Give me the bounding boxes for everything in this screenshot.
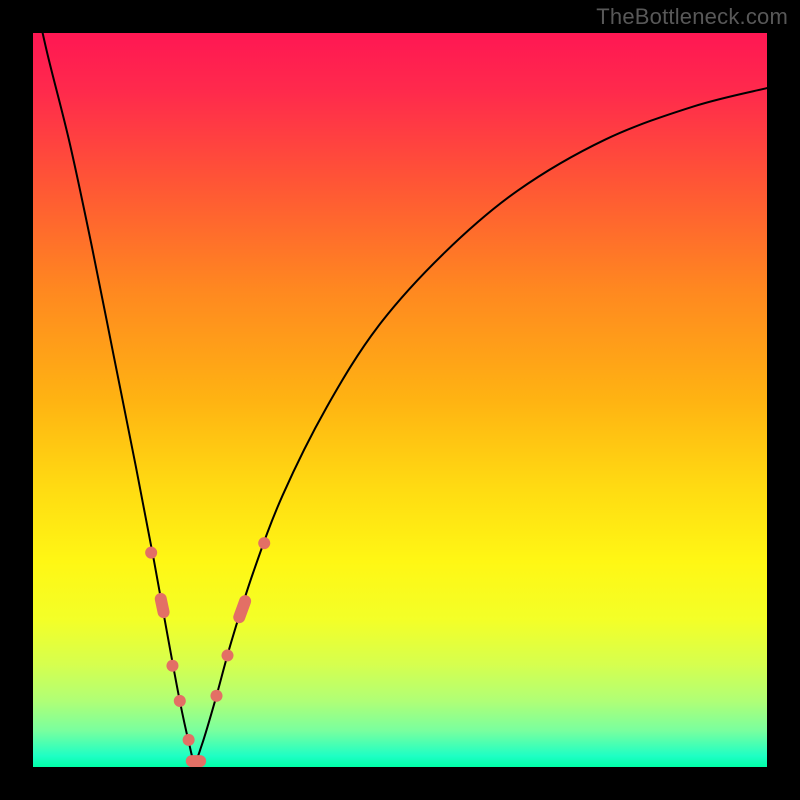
data-marker [186, 755, 206, 767]
chart-frame: TheBottleneck.com [0, 0, 800, 800]
plot-area [33, 33, 767, 767]
bottleneck-chart [33, 33, 767, 767]
watermark-text: TheBottleneck.com [596, 4, 788, 30]
chart-background [33, 33, 767, 767]
